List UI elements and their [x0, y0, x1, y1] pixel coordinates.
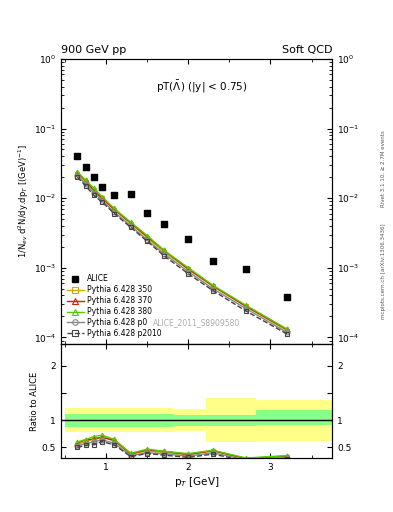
Point: [99, 183, 105, 191]
Y-axis label: Ratio to ALICE: Ratio to ALICE: [30, 372, 39, 431]
Point: [74, 152, 81, 160]
Text: pT($\bar{\Lambda}$) (|y| < 0.75): pT($\bar{\Lambda}$) (|y| < 0.75): [156, 79, 248, 95]
X-axis label: p$_T$ [GeV]: p$_T$ [GeV]: [174, 475, 219, 489]
Point: [284, 293, 290, 301]
Point: [128, 190, 134, 198]
Point: [160, 220, 167, 228]
Text: 900 GeV pp: 900 GeV pp: [61, 45, 126, 55]
Text: Soft QCD: Soft QCD: [282, 45, 332, 55]
Legend: ALICE, Pythia 6.428 350, Pythia 6.428 370, Pythia 6.428 380, Pythia 6.428 p0, Py: ALICE, Pythia 6.428 350, Pythia 6.428 37…: [65, 272, 164, 340]
Point: [185, 235, 191, 243]
Point: [83, 163, 89, 171]
Text: mcplots.cern.ch [arXiv:1306.3436]: mcplots.cern.ch [arXiv:1306.3436]: [381, 224, 386, 319]
Text: Rivet 3.1.10, ≥ 2.7M events: Rivet 3.1.10, ≥ 2.7M events: [381, 131, 386, 207]
Text: ALICE_2011_S8909580: ALICE_2011_S8909580: [153, 318, 240, 327]
Point: [144, 208, 151, 217]
Point: [91, 173, 97, 181]
Point: [111, 191, 118, 199]
Point: [210, 257, 216, 265]
Y-axis label: 1/N$_{ev}$ d$^2$N/dy.dp$_T$ [(GeV)$^{-1}$]: 1/N$_{ev}$ d$^2$N/dy.dp$_T$ [(GeV)$^{-1}…: [17, 144, 31, 259]
Point: [242, 265, 249, 273]
